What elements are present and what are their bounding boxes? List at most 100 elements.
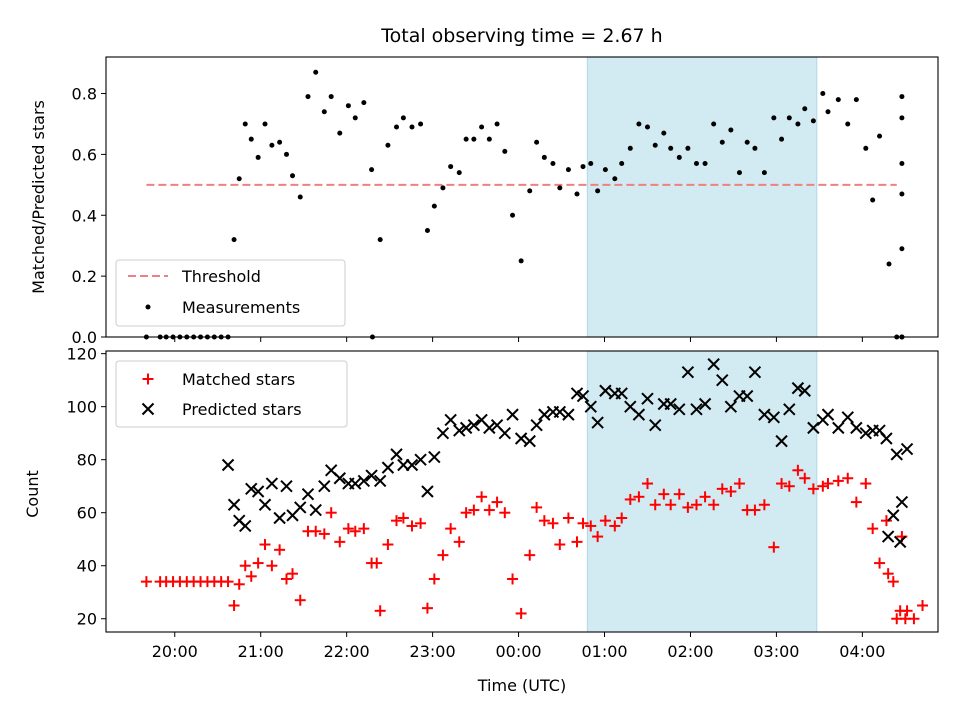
predicted-point bbox=[664, 397, 677, 411]
matched-point bbox=[421, 602, 433, 614]
measurement-point bbox=[518, 258, 524, 264]
predicted-point bbox=[681, 366, 695, 379]
predicted-point bbox=[365, 469, 378, 482]
measurement-point bbox=[574, 191, 580, 197]
matched-point bbox=[468, 504, 480, 516]
predicted-point bbox=[562, 408, 575, 421]
matched-point bbox=[287, 568, 299, 580]
matched-point bbox=[633, 491, 645, 503]
predicted-point bbox=[483, 421, 496, 435]
measurement-point bbox=[440, 185, 446, 191]
matched-point bbox=[318, 528, 330, 540]
matched-point bbox=[616, 512, 628, 524]
measurement-point bbox=[369, 167, 375, 173]
measurement-point bbox=[313, 69, 319, 75]
matched-point bbox=[690, 499, 702, 511]
predicted-point bbox=[724, 400, 738, 413]
predicted-point bbox=[251, 485, 265, 498]
predicted-point bbox=[453, 424, 466, 437]
predicted-point bbox=[333, 472, 346, 485]
measurement-point bbox=[321, 109, 327, 115]
matched-point bbox=[901, 605, 913, 617]
predicted-point bbox=[318, 479, 331, 493]
matched-point bbox=[445, 523, 457, 535]
top-legend: Threshold Measurements bbox=[115, 259, 346, 327]
matched-point bbox=[371, 557, 383, 569]
matched-point bbox=[140, 576, 152, 588]
measurement-point bbox=[685, 145, 691, 151]
bottom-legend-box bbox=[115, 360, 348, 428]
measurement-point bbox=[242, 121, 248, 127]
bottom-y-tick-label: 100 bbox=[66, 398, 97, 417]
measurement-point bbox=[337, 130, 343, 136]
predicted-point bbox=[783, 403, 796, 416]
measurement-point bbox=[661, 130, 667, 136]
predicted-point bbox=[881, 530, 895, 543]
predicted-point bbox=[758, 408, 771, 421]
matched-point bbox=[233, 578, 245, 590]
predicted-point bbox=[221, 458, 235, 472]
matched-point bbox=[483, 504, 495, 516]
matched-point bbox=[515, 607, 527, 619]
bottom-y-tick-label: 120 bbox=[66, 345, 97, 364]
measurement-point bbox=[845, 121, 851, 127]
matched-point bbox=[850, 496, 862, 508]
measurement-point bbox=[494, 121, 500, 127]
measurement-point bbox=[236, 176, 242, 182]
matched-point bbox=[428, 573, 440, 585]
matched-point bbox=[592, 531, 604, 543]
bottom-legend-predicted-swatch bbox=[141, 402, 155, 416]
matched-point bbox=[682, 501, 694, 513]
bottom-y-tick-label: 20 bbox=[77, 610, 97, 629]
predicted-point bbox=[775, 434, 788, 448]
measurement-point bbox=[668, 145, 674, 151]
matched-point bbox=[453, 536, 465, 548]
measurement-point bbox=[377, 237, 383, 243]
measurement-point bbox=[602, 167, 608, 173]
predicted-point bbox=[273, 511, 286, 525]
matched-point bbox=[491, 496, 503, 508]
measurement-point bbox=[899, 161, 905, 167]
bottom-matched-points bbox=[140, 464, 929, 625]
matched-point bbox=[259, 539, 271, 551]
matched-point bbox=[280, 573, 292, 585]
matched-point bbox=[699, 491, 711, 503]
measurement-point bbox=[424, 227, 430, 233]
measurement-point bbox=[231, 237, 237, 243]
matched-point bbox=[266, 560, 278, 572]
predicted-point bbox=[641, 392, 654, 405]
measurement-point bbox=[262, 121, 268, 127]
measurement-point bbox=[802, 106, 808, 112]
matched-point bbox=[342, 523, 354, 535]
bottom-x-tick-label: 23:00 bbox=[410, 642, 456, 661]
measurement-point bbox=[510, 212, 516, 218]
bottom-legend: Matched stars Predicted stars bbox=[115, 360, 348, 428]
matched-point bbox=[817, 480, 829, 492]
predicted-point bbox=[591, 416, 604, 429]
predicted-point bbox=[859, 426, 873, 440]
predicted-point bbox=[740, 389, 754, 403]
predicted-point bbox=[807, 421, 820, 435]
predicted-point bbox=[767, 411, 781, 424]
matched-point bbox=[547, 517, 559, 529]
matched-point bbox=[538, 515, 550, 527]
measurement-point bbox=[644, 124, 650, 130]
predicted-point bbox=[673, 403, 686, 416]
measurement-point bbox=[779, 136, 785, 142]
predicted-point bbox=[798, 384, 811, 397]
measurement-point bbox=[361, 100, 367, 106]
bottom-legend-predicted-label: Predicted stars bbox=[182, 400, 302, 419]
measurement-point bbox=[385, 142, 391, 148]
measurement-point bbox=[736, 170, 742, 176]
matched-point bbox=[860, 478, 872, 490]
measurement-point bbox=[595, 188, 601, 194]
measurement-point bbox=[752, 145, 758, 151]
matched-point bbox=[749, 504, 761, 516]
measurement-point bbox=[557, 185, 563, 191]
measurement-point bbox=[409, 124, 415, 130]
bottom-y-tick-label: 80 bbox=[77, 451, 97, 470]
measurement-point bbox=[719, 139, 725, 145]
matched-point bbox=[917, 599, 929, 611]
bottom-panel: 20 40 60 80 100 120 20:00 21:00 22:00 23:00 00:00… bbox=[23, 345, 939, 695]
